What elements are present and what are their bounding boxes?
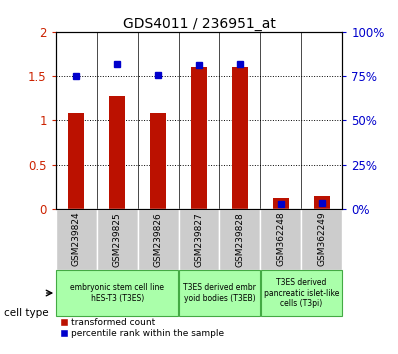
Text: GSM239825: GSM239825 [113,212,122,267]
Title: GDS4011 / 236951_at: GDS4011 / 236951_at [123,17,275,31]
Bar [273,198,289,209]
Bar [191,67,207,209]
Text: GSM239824: GSM239824 [72,212,81,267]
FancyBboxPatch shape [138,209,179,269]
Text: embryonic stem cell line
hES-T3 (T3ES): embryonic stem cell line hES-T3 (T3ES) [70,283,164,303]
Bar [109,96,125,209]
Text: GSM239828: GSM239828 [236,212,244,267]
FancyBboxPatch shape [56,270,178,316]
Text: GSM362249: GSM362249 [317,212,326,267]
FancyBboxPatch shape [97,209,138,269]
Text: GSM239827: GSM239827 [195,212,203,267]
Bar [150,113,166,209]
Text: GSM362248: GSM362248 [276,212,285,267]
Text: T3ES derived
pancreatic islet-like
cells (T3pi): T3ES derived pancreatic islet-like cells… [263,278,339,308]
FancyBboxPatch shape [261,270,342,316]
Legend: transformed count, percentile rank within the sample: transformed count, percentile rank withi… [60,318,224,338]
FancyBboxPatch shape [301,209,342,269]
FancyBboxPatch shape [219,209,260,269]
FancyBboxPatch shape [179,209,219,269]
Bar [232,67,248,209]
FancyBboxPatch shape [260,209,301,269]
FancyBboxPatch shape [56,209,97,269]
Bar [68,113,84,209]
Text: cell type: cell type [4,308,49,318]
Bar [314,196,330,209]
FancyBboxPatch shape [179,270,260,316]
Text: T3ES derived embr
yoid bodies (T3EB): T3ES derived embr yoid bodies (T3EB) [183,283,256,303]
Text: GSM239826: GSM239826 [154,212,162,267]
